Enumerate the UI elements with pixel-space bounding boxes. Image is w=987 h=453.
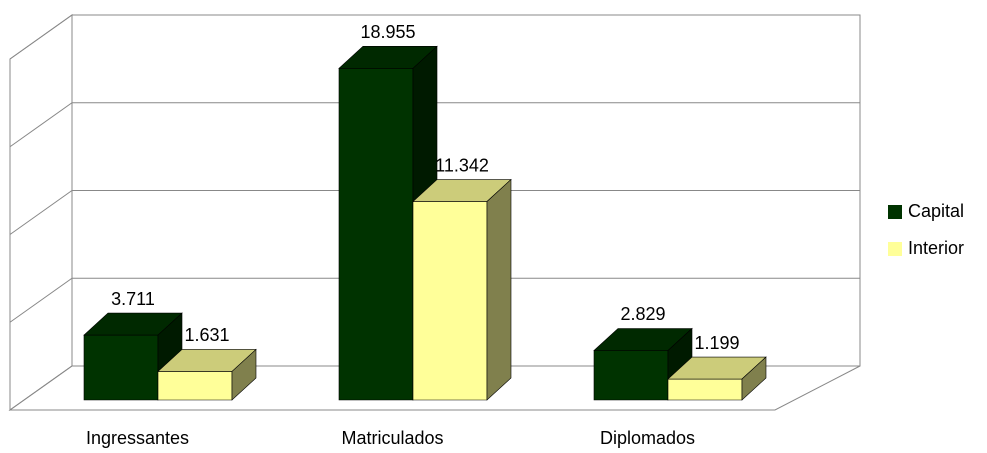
grid-line <box>9 190 860 235</box>
bar <box>667 356 767 401</box>
x-tick-label: Ingressantes <box>86 428 189 448</box>
bar-front <box>593 350 669 401</box>
value-label: 3.711 <box>111 289 155 309</box>
legend-label: Capital <box>908 201 964 221</box>
bar-front <box>338 67 414 401</box>
legend-swatch <box>888 205 902 219</box>
bar-front <box>157 371 233 401</box>
bar <box>83 312 183 401</box>
grid-line <box>9 102 860 148</box>
legend-swatch <box>888 242 902 256</box>
value-label: 1.631 <box>184 325 229 345</box>
bar-front <box>83 334 159 401</box>
value-label: 1.199 <box>694 333 739 353</box>
bar-side <box>486 178 512 401</box>
x-tick-label: Diplomados <box>600 428 695 448</box>
grid-line <box>9 277 860 323</box>
grid-line <box>9 14 860 60</box>
value-label: 11.342 <box>435 155 489 175</box>
legend-label: Interior <box>908 238 964 258</box>
bar <box>157 348 257 401</box>
bar-side <box>231 348 257 401</box>
bar-side <box>741 356 767 401</box>
bar-front <box>667 378 743 401</box>
value-label: 2.829 <box>620 304 665 324</box>
bar <box>412 178 512 401</box>
x-tick-label: Matriculados <box>341 428 443 448</box>
value-label: 18.955 <box>360 22 415 42</box>
bar-front <box>412 201 488 401</box>
